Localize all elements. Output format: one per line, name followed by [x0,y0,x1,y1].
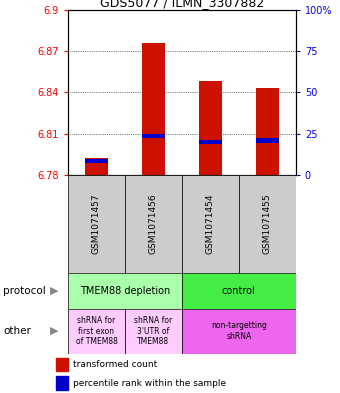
Text: transformed count: transformed count [73,360,157,369]
Bar [125,309,182,354]
Text: shRNA for
first exon
of TMEM88: shRNA for first exon of TMEM88 [75,316,117,346]
Bar [182,309,296,354]
Bar [56,376,68,390]
Text: GSM1071455: GSM1071455 [263,194,272,254]
Bar [68,175,125,273]
Bar [256,88,279,175]
Text: ▶: ▶ [50,326,58,336]
Title: GDS5077 / ILMN_3307882: GDS5077 / ILMN_3307882 [100,0,264,9]
Text: non-targetting
shRNA: non-targetting shRNA [211,321,267,341]
Text: GSM1071456: GSM1071456 [149,194,158,254]
Bar [68,309,125,354]
Bar [56,358,68,371]
Text: other: other [3,326,31,336]
Text: control: control [222,286,256,296]
Bar [182,273,296,309]
Bar [68,273,182,309]
Bar [85,158,108,175]
Bar [199,81,222,175]
Bar [142,43,165,175]
Text: TMEM88 depletion: TMEM88 depletion [80,286,170,296]
Text: shRNA for
3'UTR of
TMEM88: shRNA for 3'UTR of TMEM88 [134,316,172,346]
Text: percentile rank within the sample: percentile rank within the sample [73,379,226,387]
Bar [85,159,108,163]
Bar [239,175,296,273]
Text: GSM1071457: GSM1071457 [92,194,101,254]
Bar [125,175,182,273]
Text: protocol: protocol [3,286,46,296]
Text: ▶: ▶ [50,286,58,296]
Text: GSM1071454: GSM1071454 [206,194,215,254]
Bar [256,138,279,143]
Bar [182,175,239,273]
Bar [142,134,165,138]
Bar [199,140,222,144]
